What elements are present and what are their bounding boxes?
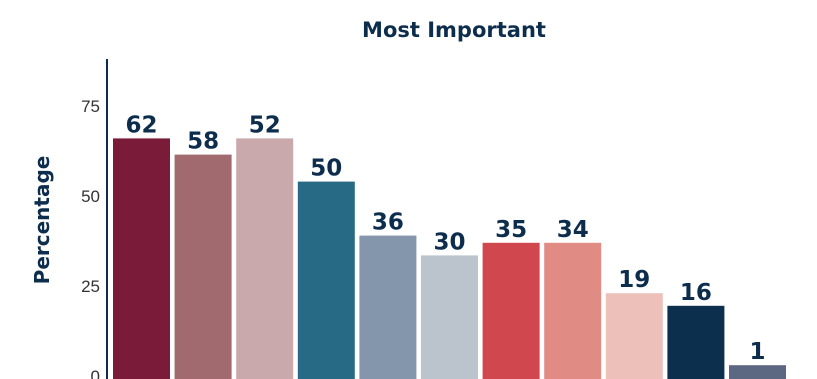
bar	[421, 255, 478, 379]
y-tick-label: 25	[81, 277, 100, 296]
bar	[359, 235, 417, 379]
y-axis-ticks: 0 25 50 75	[81, 97, 100, 379]
bar	[297, 181, 355, 379]
y-tick-label: 0	[91, 367, 100, 379]
bar	[729, 365, 786, 379]
bar-value-label: 52	[249, 112, 281, 138]
bar	[605, 293, 663, 379]
bar-value-label: 50	[310, 156, 342, 182]
bar	[544, 242, 602, 379]
bar-value-label: 30	[433, 229, 465, 255]
bar	[113, 138, 170, 379]
bar-value-label: 1	[749, 339, 765, 365]
bar	[236, 138, 294, 379]
bar-value-label: 62	[125, 112, 157, 138]
bar-value-label: 19	[618, 267, 650, 293]
bar	[174, 154, 232, 379]
bar-value-label: 35	[495, 217, 527, 243]
bar-value-label: 16	[680, 280, 712, 306]
bar	[482, 242, 540, 379]
y-axis-label: Percentage	[30, 156, 54, 285]
bar	[667, 305, 725, 379]
bars-group	[113, 138, 786, 379]
y-tick-label: 50	[81, 187, 100, 206]
chart-title: Most Important	[362, 18, 546, 42]
bar-value-label: 34	[557, 217, 589, 243]
bar-value-label: 36	[372, 210, 404, 236]
bar-value-label: 58	[187, 129, 219, 155]
y-tick-label: 75	[81, 97, 100, 116]
data-labels-group: 62 58 52 50 36 30 35 34 19 16 1	[125, 112, 765, 365]
